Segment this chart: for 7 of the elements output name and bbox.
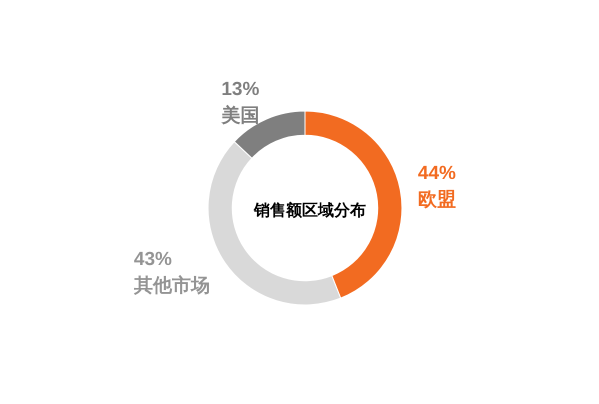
slice-label: 其他市场 (132, 274, 210, 297)
data-label: 13% (221, 78, 260, 100)
slice-label: 美国 (220, 104, 260, 126)
data-label: 44% (418, 162, 456, 184)
text: 销售额区域分布 (253, 200, 366, 220)
slice-label: 欧盟 (418, 188, 456, 210)
data-label: 43% (134, 249, 172, 270)
